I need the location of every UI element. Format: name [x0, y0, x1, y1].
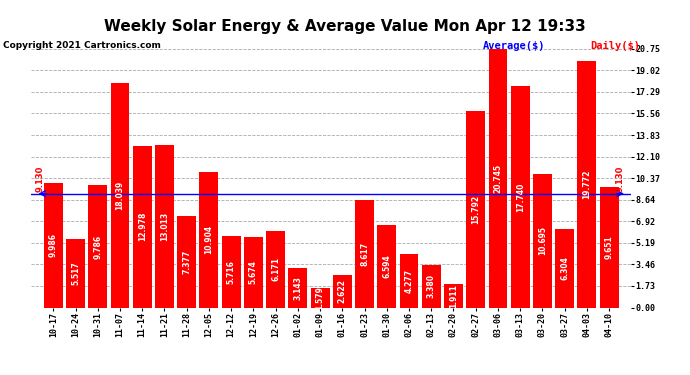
Text: 5.517: 5.517 [71, 261, 80, 285]
Bar [355, 200, 374, 308]
Text: 15.792: 15.792 [471, 195, 480, 224]
Bar [422, 266, 441, 308]
Bar [110, 82, 130, 308]
Bar [511, 86, 530, 308]
Text: 10.904: 10.904 [204, 225, 213, 254]
Text: 12.978: 12.978 [138, 212, 147, 241]
Text: 9.786: 9.786 [93, 234, 102, 258]
Text: 8.617: 8.617 [360, 242, 369, 266]
Bar [199, 171, 218, 308]
Text: Copyright 2021 Cartronics.com: Copyright 2021 Cartronics.com [3, 41, 161, 50]
Bar [600, 187, 618, 308]
Text: 18.039: 18.039 [115, 180, 124, 210]
Text: 9.130: 9.130 [35, 165, 44, 192]
Bar [132, 146, 152, 308]
Bar [88, 186, 107, 308]
Text: 6.171: 6.171 [271, 257, 280, 281]
Text: 5.716: 5.716 [226, 260, 236, 284]
Bar [244, 237, 263, 308]
Text: 10.695: 10.695 [538, 226, 547, 255]
Bar [377, 225, 396, 308]
Bar [333, 275, 352, 308]
Bar [578, 61, 596, 308]
Text: 1.911: 1.911 [449, 284, 458, 308]
Text: Average($): Average($) [483, 41, 546, 51]
Bar [177, 216, 196, 308]
Bar [444, 284, 463, 308]
Text: 19.772: 19.772 [582, 170, 591, 199]
Text: 3.143: 3.143 [293, 276, 302, 300]
Text: 13.013: 13.013 [160, 212, 169, 241]
Bar [489, 49, 507, 308]
Bar [310, 288, 330, 308]
Bar [155, 145, 174, 308]
Bar [400, 254, 418, 308]
Bar [66, 239, 85, 308]
Text: 4.277: 4.277 [404, 269, 413, 293]
Text: 1.579: 1.579 [315, 286, 324, 310]
Bar [266, 231, 285, 308]
Text: 17.740: 17.740 [515, 182, 524, 212]
Bar [44, 183, 63, 308]
Text: 9.130: 9.130 [615, 165, 624, 192]
Text: 20.745: 20.745 [493, 164, 502, 193]
Bar [466, 111, 485, 308]
Bar [555, 229, 574, 308]
Text: 3.380: 3.380 [426, 274, 436, 298]
Text: Daily($): Daily($) [590, 41, 640, 51]
Text: 7.377: 7.377 [182, 249, 191, 274]
Text: 5.674: 5.674 [249, 260, 258, 284]
Bar [288, 268, 307, 308]
Text: 6.594: 6.594 [382, 255, 391, 278]
Text: 2.622: 2.622 [338, 279, 347, 303]
Text: Weekly Solar Energy & Average Value Mon Apr 12 19:33: Weekly Solar Energy & Average Value Mon … [104, 19, 586, 34]
Text: 9.651: 9.651 [604, 236, 613, 259]
Text: 6.304: 6.304 [560, 256, 569, 280]
Text: 9.986: 9.986 [49, 233, 58, 257]
Bar [533, 174, 552, 308]
Bar [221, 236, 241, 308]
